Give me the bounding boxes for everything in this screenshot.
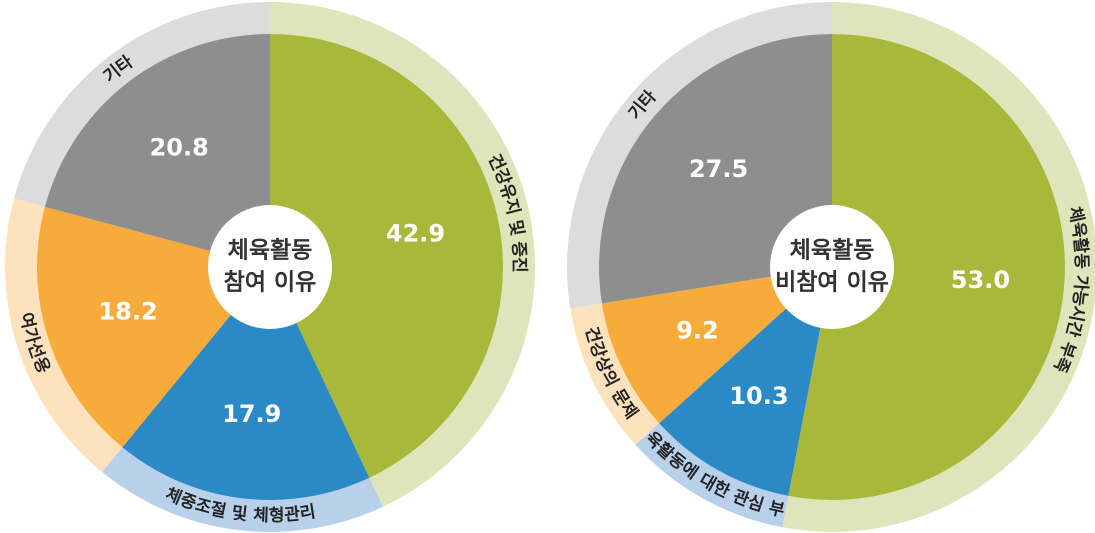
ring-segment xyxy=(102,447,384,533)
value-label: 53.0 xyxy=(951,266,1010,294)
ring-segment xyxy=(566,2,832,309)
center-label: 참여 이유 xyxy=(224,270,317,296)
pie-slice xyxy=(44,34,271,267)
value-label: 42.9 xyxy=(386,219,445,247)
ring-segment xyxy=(13,2,270,207)
center-label: 체육활동 xyxy=(228,238,313,264)
value-label: 20.8 xyxy=(150,134,209,162)
pie-slice xyxy=(601,267,832,424)
ring-segment xyxy=(270,2,535,507)
pie-slice xyxy=(599,34,832,304)
value-label: 18.2 xyxy=(98,298,157,326)
center-label: 비참여 이유 xyxy=(775,270,889,296)
center-label: 체육활동 xyxy=(790,238,875,264)
value-label: 9.2 xyxy=(676,316,719,344)
value-label: 10.3 xyxy=(729,382,788,410)
pie-slice xyxy=(788,34,1065,500)
ring-segment xyxy=(4,198,123,473)
pie-slice xyxy=(270,34,504,478)
center-circle xyxy=(208,205,332,329)
pie-slice xyxy=(122,267,370,500)
ring-segment xyxy=(635,423,789,528)
value-label: 17.9 xyxy=(222,400,281,428)
center-circle xyxy=(770,205,894,329)
value-label: 27.5 xyxy=(689,155,748,183)
ring-segment xyxy=(570,303,660,445)
pie-slice xyxy=(659,267,832,496)
